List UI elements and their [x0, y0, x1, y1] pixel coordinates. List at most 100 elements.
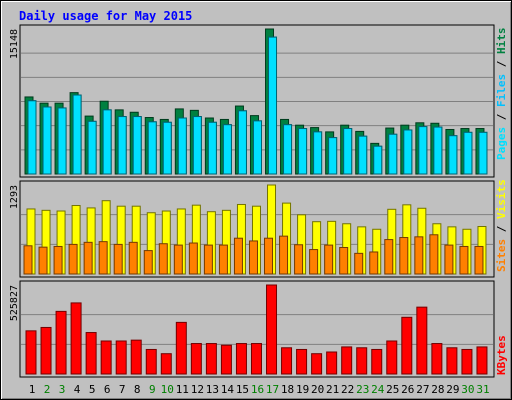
bar-sites-day-13 — [203, 244, 213, 275]
bar-pages-day-12 — [192, 116, 202, 175]
chart-title: Daily usage for May 2015 — [19, 9, 192, 23]
bar-sites-day-15 — [233, 237, 243, 275]
bar-kbytes-day-12 — [190, 343, 202, 375]
x-tick-day-14: 14 — [221, 383, 235, 396]
bar-kbytes-day-20 — [311, 353, 323, 375]
x-tick-day-15: 15 — [236, 383, 249, 396]
bar-sites-day-7 — [113, 243, 123, 275]
bar-kbytes-day-3 — [55, 310, 67, 375]
x-tick-day-5: 5 — [89, 383, 96, 396]
bar-pages-day-18 — [283, 124, 293, 175]
bar-pages-day-25 — [388, 133, 398, 175]
bar-pages-day-2 — [42, 106, 52, 175]
legend-files: Files — [495, 74, 508, 107]
bar-pages-day-19 — [298, 128, 308, 175]
bar-pages-day-27 — [418, 126, 428, 175]
bar-kbytes-day-25 — [386, 340, 398, 375]
x-tick-day-18: 18 — [281, 383, 294, 396]
bar-sites-day-3 — [53, 245, 63, 275]
x-tick-day-2: 2 — [44, 383, 51, 396]
legend-separator: / — [495, 107, 508, 127]
x-tick-day-26: 26 — [401, 383, 414, 396]
bar-kbytes-day-26 — [401, 316, 413, 375]
x-tick-day-31: 31 — [476, 383, 489, 396]
bar-pages-day-3 — [57, 107, 67, 175]
x-tick-day-24: 24 — [371, 383, 385, 396]
bar-kbytes-day-10 — [160, 353, 172, 375]
bar-kbytes-day-23 — [356, 347, 368, 375]
bar-kbytes-day-22 — [341, 346, 353, 375]
bar-pages-day-14 — [222, 124, 232, 175]
x-tick-day-17: 17 — [266, 383, 279, 396]
bar-pages-day-31 — [478, 131, 488, 175]
bar-pages-day-7 — [117, 116, 127, 175]
right-legend: Pages / Files / Hits Sites / Visits KBytes — [495, 28, 508, 376]
bar-pages-day-8 — [132, 116, 142, 175]
legend-sites: Sites — [495, 239, 508, 272]
bar-kbytes-day-8 — [130, 339, 142, 375]
bar-pages-day-29 — [448, 135, 458, 175]
bar-pages-day-9 — [147, 121, 157, 175]
x-tick-day-8: 8 — [134, 383, 141, 396]
bar-sites-day-6 — [98, 241, 108, 275]
x-tick-day-6: 6 — [104, 383, 111, 396]
legend-hits: Hits — [495, 28, 508, 55]
bar-sites-day-18 — [279, 235, 289, 275]
bar-kbytes-day-5 — [85, 332, 97, 375]
bar-pages-day-16 — [252, 120, 262, 175]
bar-kbytes-day-24 — [371, 348, 383, 375]
bar-kbytes-day-17 — [266, 284, 278, 375]
bar-pages-day-24 — [373, 145, 383, 175]
bar-kbytes-day-16 — [250, 343, 262, 375]
x-tick-day-9: 9 — [149, 383, 156, 396]
legend-group-2: Sites / Visits — [495, 179, 508, 272]
x-tick-day-7: 7 — [119, 383, 126, 396]
bar-sites-day-22 — [339, 246, 349, 275]
bar-kbytes-day-27 — [416, 306, 428, 375]
bar-kbytes-day-2 — [40, 326, 52, 375]
panel-max-label: 1293 — [9, 185, 20, 209]
bar-sites-day-30 — [459, 245, 469, 275]
bar-sites-day-8 — [128, 241, 138, 275]
x-tick-day-4: 4 — [74, 383, 81, 396]
bar-sites-day-27 — [414, 236, 424, 275]
x-tick-day-25: 25 — [386, 383, 399, 396]
panel-1: 15148 — [9, 24, 495, 178]
legend-pages: Pages — [495, 127, 508, 160]
bar-pages-day-30 — [463, 131, 473, 175]
x-tick-day-28: 28 — [431, 383, 444, 396]
bar-pages-day-11 — [177, 117, 187, 175]
bar-pages-day-17 — [268, 36, 278, 175]
bar-sites-day-24 — [369, 251, 379, 275]
bar-kbytes-day-9 — [145, 348, 157, 375]
bar-pages-day-15 — [237, 110, 247, 175]
panel-max-label: 525827 — [9, 285, 20, 321]
bar-sites-day-17 — [264, 237, 274, 275]
bar-pages-day-21 — [328, 137, 338, 175]
x-tick-day-1: 1 — [29, 383, 36, 396]
bar-pages-day-23 — [358, 135, 368, 175]
bar-kbytes-day-19 — [296, 348, 308, 375]
bar-sites-day-1 — [23, 245, 33, 275]
x-tick-day-22: 22 — [341, 383, 354, 396]
bar-kbytes-day-15 — [235, 343, 247, 375]
x-tick-day-27: 27 — [416, 383, 429, 396]
bar-sites-day-29 — [444, 244, 454, 275]
bar-sites-day-2 — [38, 246, 48, 275]
bar-sites-day-4 — [68, 243, 78, 275]
bar-pages-day-1 — [27, 100, 37, 175]
bar-sites-day-5 — [83, 241, 93, 275]
panel-border — [19, 280, 495, 378]
x-tick-day-13: 13 — [206, 383, 219, 396]
bar-kbytes-day-28 — [431, 343, 443, 375]
bar-pages-day-4 — [72, 94, 82, 175]
bar-sites-day-26 — [399, 237, 409, 275]
bar-sites-day-9 — [143, 250, 153, 275]
x-tick-day-23: 23 — [356, 383, 369, 396]
bar-kbytes-day-11 — [175, 321, 187, 375]
bar-sites-day-14 — [218, 244, 228, 275]
legend-group-1: Pages / Files / Hits — [495, 28, 508, 161]
bar-kbytes-day-30 — [461, 348, 473, 375]
panel-max-label: 15148 — [9, 29, 20, 59]
